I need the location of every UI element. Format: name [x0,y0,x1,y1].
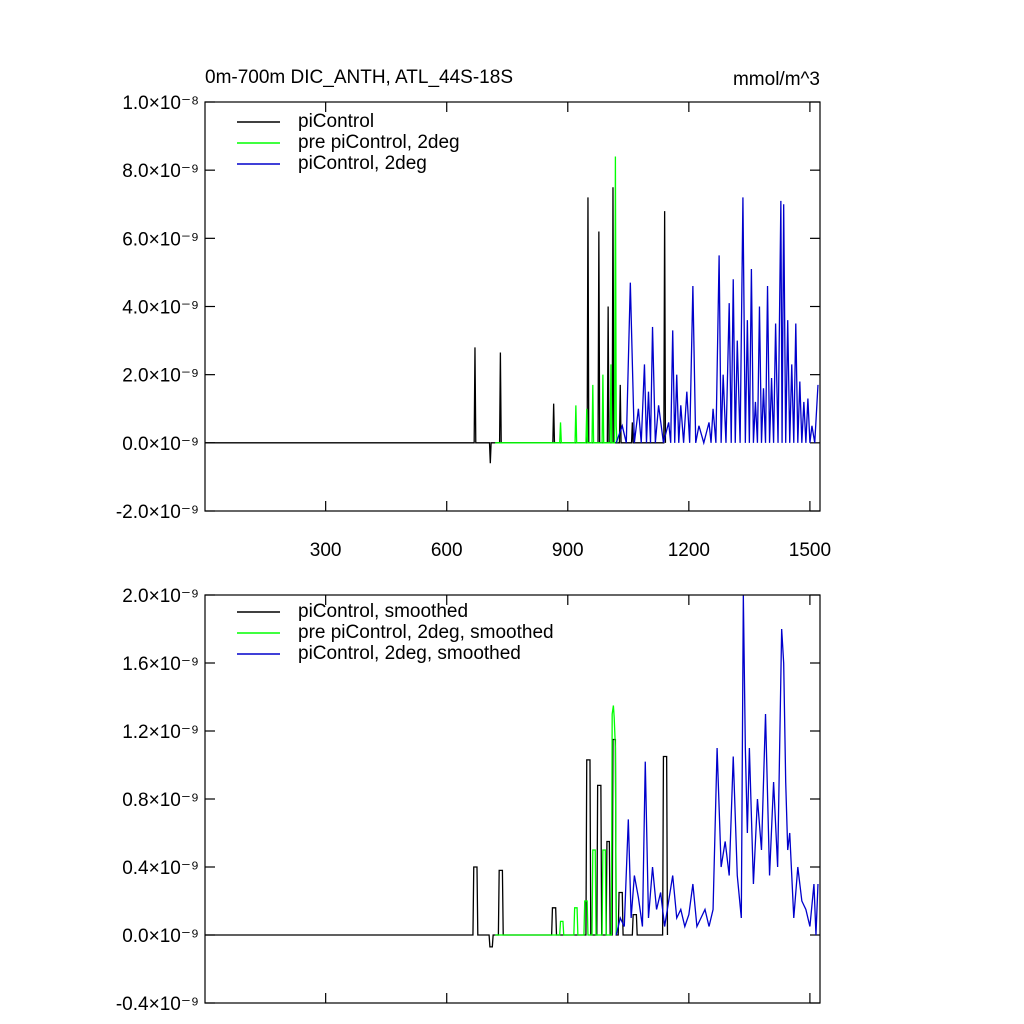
y-tick-label: 2.0×10⁻⁹ [122,366,199,387]
data-line [205,738,669,948]
x-tick-label: 300 [310,540,342,561]
y-tick-label: -0.4×10⁻⁹ [116,994,199,1015]
x-tick-label: 1500 [789,540,831,561]
y-tick-label: 8.0×10⁻⁹ [122,161,199,182]
y-tick-label: 0.4×10⁻⁹ [122,858,199,879]
y-tick-label: 0.0×10⁻⁹ [122,926,199,947]
data-line [495,705,617,936]
legend-label: piControl, 2deg [298,153,427,174]
y-tick-label: 6.0×10⁻⁹ [122,229,199,250]
data-line [205,187,667,464]
y-tick-label: 1.6×10⁻⁹ [122,654,199,675]
plot-frame [204,594,821,1004]
x-tick-label: 900 [552,540,584,561]
y-tick-label: 1.0×10⁻⁸ [122,93,199,114]
y-tick-label: -2.0×10⁻⁹ [116,502,199,523]
chart-title: 0m-700m DIC_ANTH, ATL_44S-18S [205,67,513,88]
data-line [495,156,618,444]
data-line [615,197,819,446]
legend-label: piControl, smoothed [298,601,468,622]
y-tick-label: 4.0×10⁻⁹ [122,298,199,319]
data-line [615,594,819,936]
x-tick-label: 1200 [668,540,710,561]
y-tick-label: 0.8×10⁻⁹ [122,790,199,811]
legend-label: piControl [298,111,374,132]
legend-label: piControl, 2deg, smoothed [298,643,521,664]
y-tick-label: 2.0×10⁻⁹ [122,586,199,607]
legend-label: pre piControl, 2deg, smoothed [298,622,554,643]
legend-label: pre piControl, 2deg [298,132,460,153]
y-tick-label: 0.0×10⁻⁹ [122,434,199,455]
x-tick-label: 600 [431,540,463,561]
y-tick-label: 1.2×10⁻⁹ [122,722,199,743]
plot-frame [204,101,821,512]
units-label: mmol/m^3 [733,69,820,90]
